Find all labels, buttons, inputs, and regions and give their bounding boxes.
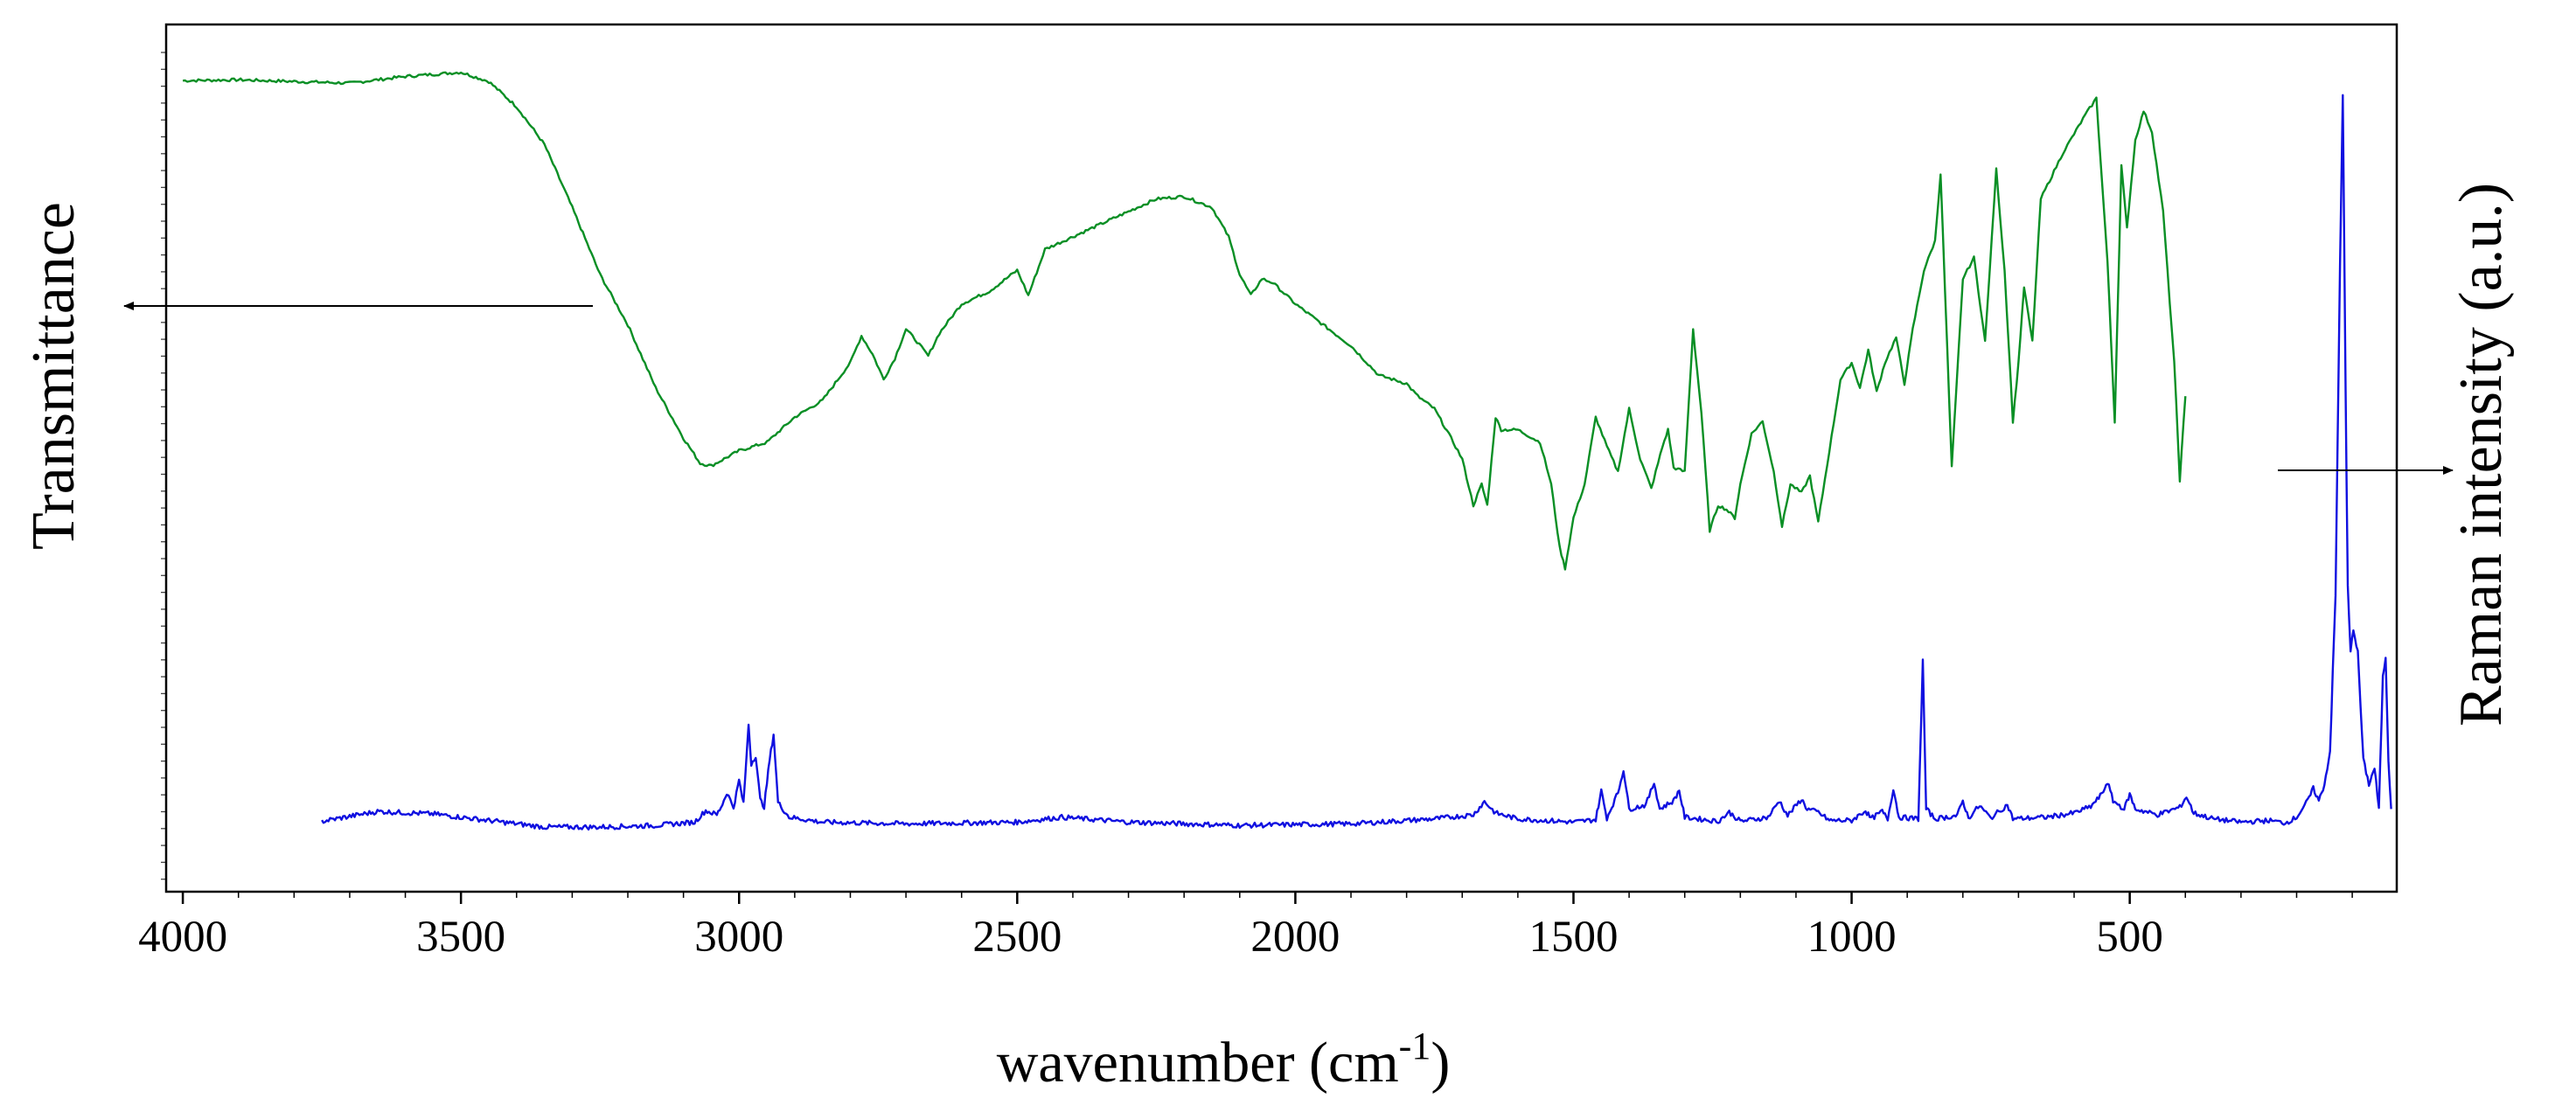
x-tick-label-2500: 2500: [972, 913, 1062, 962]
series-raman-line: [321, 94, 2392, 830]
x-axis-title-close: ): [1431, 1031, 1450, 1095]
x-tick-label-500: 500: [2096, 913, 2163, 962]
y-axis-left-title: Transmittance: [20, 202, 87, 550]
x-tick-label-2000: 2000: [1250, 913, 1340, 962]
x-axis-title: wavenumber (cm-1): [997, 1025, 1451, 1095]
x-axis-title-text: wavenumber (cm: [997, 1031, 1399, 1095]
x-tick-label-4000: 4000: [138, 913, 227, 962]
x-tick-label-3500: 3500: [416, 913, 505, 962]
x-axis-tick-labels: 4000 3500 3000 2500 2000 1500 1000 500: [138, 913, 2163, 962]
x-tick-label-1000: 1000: [1807, 913, 1897, 962]
y-axis-right-title: Raman intensity (a.u.): [2447, 183, 2515, 726]
x-tick-label-3000: 3000: [694, 913, 783, 962]
series-ftir-line: [182, 71, 2187, 571]
plot-frame: [164, 23, 2398, 893]
x-axis-title-superscript: -1: [1399, 1025, 1431, 1067]
x-tick-label-1500: 1500: [1528, 913, 1618, 962]
